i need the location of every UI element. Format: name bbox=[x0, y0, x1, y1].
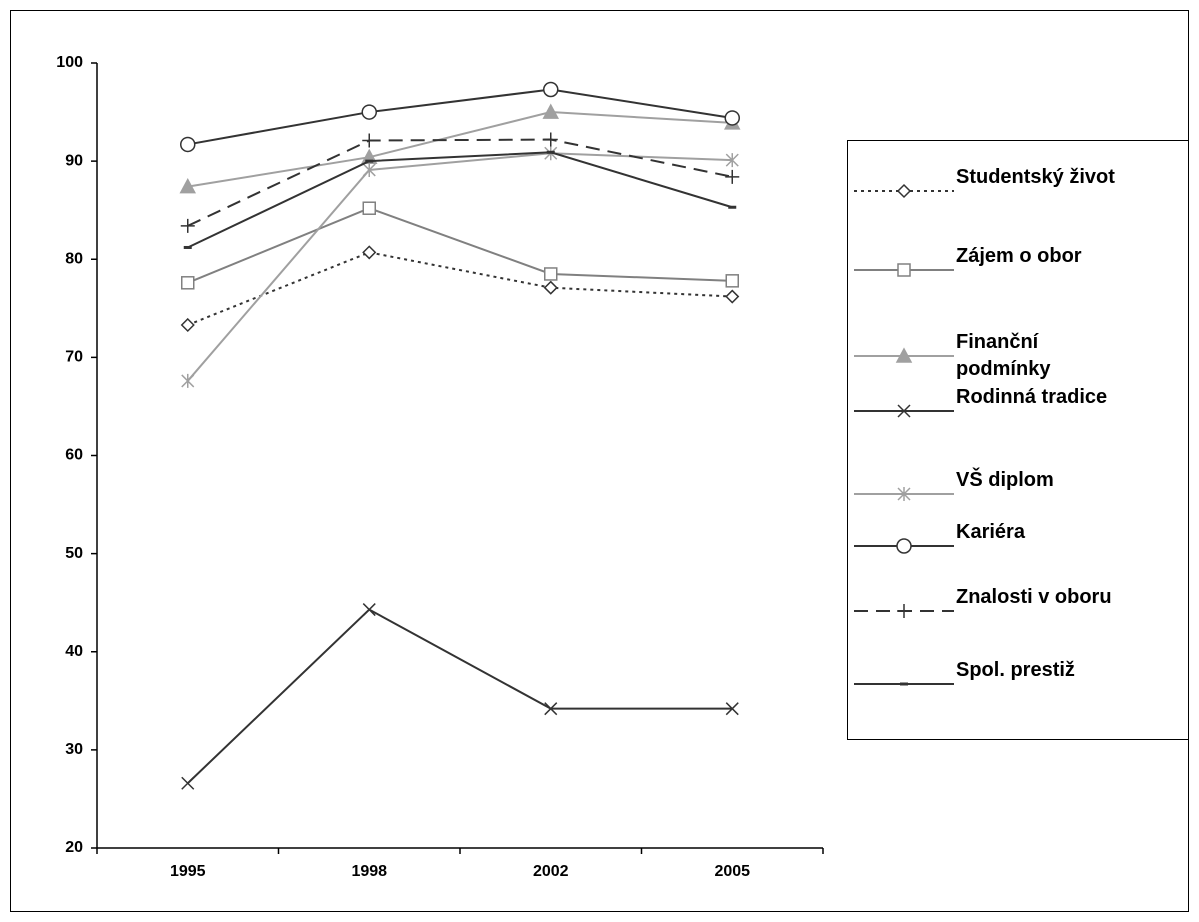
series bbox=[181, 201, 739, 290]
marker bbox=[362, 201, 376, 215]
legend-entry: Kariéra bbox=[848, 521, 1181, 560]
marker bbox=[724, 110, 740, 126]
series bbox=[181, 146, 739, 388]
x-tick-label: 2002 bbox=[533, 863, 569, 880]
marker bbox=[544, 267, 558, 281]
legend-entry: Studentský život bbox=[848, 166, 1181, 205]
y-tick-label: 40 bbox=[65, 643, 83, 660]
marker bbox=[362, 245, 377, 260]
marker bbox=[725, 153, 739, 168]
marker bbox=[543, 81, 559, 98]
y-tick-label: 90 bbox=[65, 152, 83, 169]
legend-entry: Spol. prestiž bbox=[848, 659, 1181, 698]
legend-label: Rodinná tradice bbox=[956, 386, 1108, 408]
line bbox=[187, 151, 733, 249]
legend-symbol bbox=[854, 487, 954, 501]
marker bbox=[725, 169, 740, 184]
marker bbox=[181, 776, 195, 790]
marker bbox=[544, 702, 558, 716]
marker bbox=[725, 274, 739, 288]
legend-symbol bbox=[854, 682, 954, 686]
y-tick-label: 30 bbox=[65, 741, 83, 758]
legend-label: Zájem o obor bbox=[956, 245, 1082, 267]
y-tick-label: 50 bbox=[65, 545, 83, 562]
x-tick-label: 1998 bbox=[351, 863, 387, 880]
marker bbox=[180, 317, 195, 333]
legend-symbol bbox=[854, 404, 954, 418]
y-tick-label: 20 bbox=[65, 839, 83, 856]
legend-symbol bbox=[854, 604, 954, 618]
marker bbox=[896, 538, 912, 554]
marker bbox=[725, 289, 740, 304]
marker bbox=[542, 103, 560, 119]
marker bbox=[361, 104, 377, 120]
series bbox=[183, 150, 737, 249]
marker bbox=[362, 603, 376, 617]
line bbox=[187, 608, 733, 784]
marker bbox=[897, 487, 911, 501]
marker bbox=[180, 218, 195, 233]
legend-entry: VŠ diplom bbox=[848, 469, 1181, 508]
x-tick-label: 1995 bbox=[170, 863, 206, 880]
marker bbox=[543, 132, 558, 147]
series bbox=[181, 603, 739, 790]
marker bbox=[897, 404, 911, 418]
legend-entry: Znalosti v oboru bbox=[848, 586, 1181, 625]
legend-label: Kariéra bbox=[956, 521, 1025, 543]
line bbox=[186, 152, 733, 382]
y-tick-label: 100 bbox=[56, 54, 83, 71]
legend-symbol bbox=[854, 183, 954, 199]
legend-entry: Finanční podmínky bbox=[848, 331, 1076, 383]
legend-label: Spol. prestiž bbox=[956, 659, 1075, 681]
line bbox=[187, 138, 733, 227]
series bbox=[179, 103, 741, 194]
marker bbox=[362, 133, 377, 148]
marker bbox=[179, 178, 197, 194]
marker bbox=[180, 136, 196, 153]
legend: Studentský život Zájem o obor Finanční pod… bbox=[847, 140, 1189, 740]
legend-symbol bbox=[854, 263, 954, 277]
marker bbox=[725, 702, 739, 716]
line bbox=[187, 88, 733, 146]
marker bbox=[896, 183, 912, 199]
y-tick-label: 80 bbox=[65, 250, 83, 267]
marker bbox=[897, 263, 911, 277]
legend-label: Finanční podmínky bbox=[956, 331, 1051, 380]
marker bbox=[181, 373, 195, 388]
series bbox=[180, 132, 740, 233]
legend-entry: Zájem o obor bbox=[848, 245, 1181, 284]
line bbox=[187, 207, 733, 284]
legend-label: Studentský život bbox=[956, 166, 1115, 188]
marker bbox=[895, 347, 913, 363]
series bbox=[180, 245, 740, 333]
line bbox=[187, 111, 733, 188]
legend-entry: Rodinná tradice bbox=[848, 386, 1181, 425]
legend-label: Znalosti v oboru bbox=[956, 586, 1112, 608]
y-tick-label: 60 bbox=[65, 447, 83, 464]
legend-symbol bbox=[854, 538, 954, 554]
marker bbox=[362, 162, 376, 177]
legend-label: VŠ diplom bbox=[956, 469, 1054, 491]
x-tick-label: 2005 bbox=[714, 863, 750, 880]
line bbox=[187, 251, 733, 326]
y-tick-label: 70 bbox=[65, 349, 83, 366]
marker bbox=[897, 604, 911, 618]
marker bbox=[543, 280, 558, 295]
series bbox=[180, 81, 740, 153]
legend-symbol bbox=[854, 347, 954, 363]
marker bbox=[181, 276, 195, 290]
